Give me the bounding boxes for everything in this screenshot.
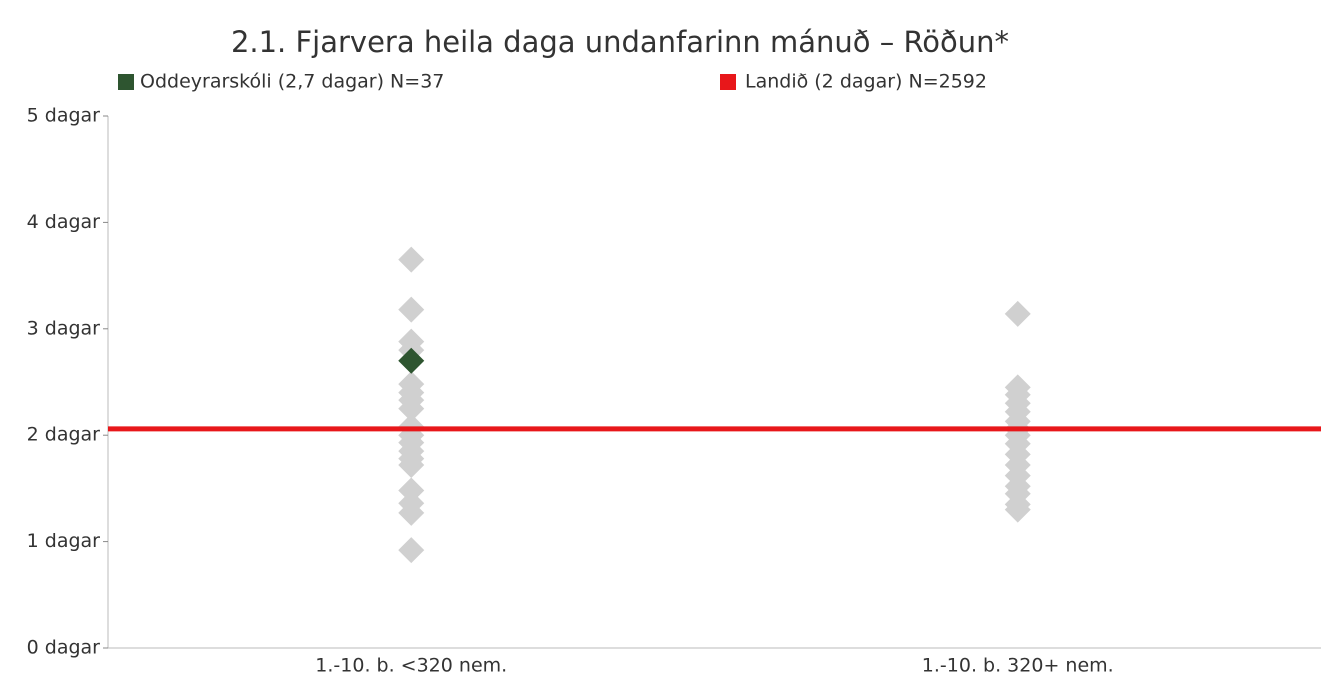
- x-tick-label: 1.-10. b. <320 nem.: [315, 655, 507, 677]
- y-tick-label: 1 dagar: [27, 530, 101, 552]
- point: [398, 246, 425, 273]
- chart-title: 2.1. Fjarvera heila daga undanfarinn mán…: [231, 25, 1009, 59]
- x-tick-label: 1.-10. b. 320+ nem.: [922, 655, 1114, 677]
- y-tick-label: 5 dagar: [27, 105, 101, 127]
- legend-label: Oddeyrarskóli (2,7 dagar) N=37: [140, 71, 444, 93]
- y-tick-label: 2 dagar: [27, 424, 101, 446]
- point: [398, 451, 425, 478]
- point: [398, 347, 425, 374]
- point: [398, 395, 425, 422]
- y-tick-label: 0 dagar: [27, 637, 101, 659]
- legend-swatch: [720, 74, 736, 90]
- y-tick-label: 4 dagar: [27, 211, 101, 233]
- point: [1004, 496, 1031, 523]
- point: [398, 296, 425, 323]
- point: [398, 499, 425, 526]
- point: [1004, 300, 1031, 327]
- y-tick-label: 3 dagar: [27, 317, 101, 339]
- legend-label: Landið (2 dagar) N=2592: [745, 71, 987, 93]
- point: [398, 537, 425, 564]
- legend-swatch: [118, 74, 134, 90]
